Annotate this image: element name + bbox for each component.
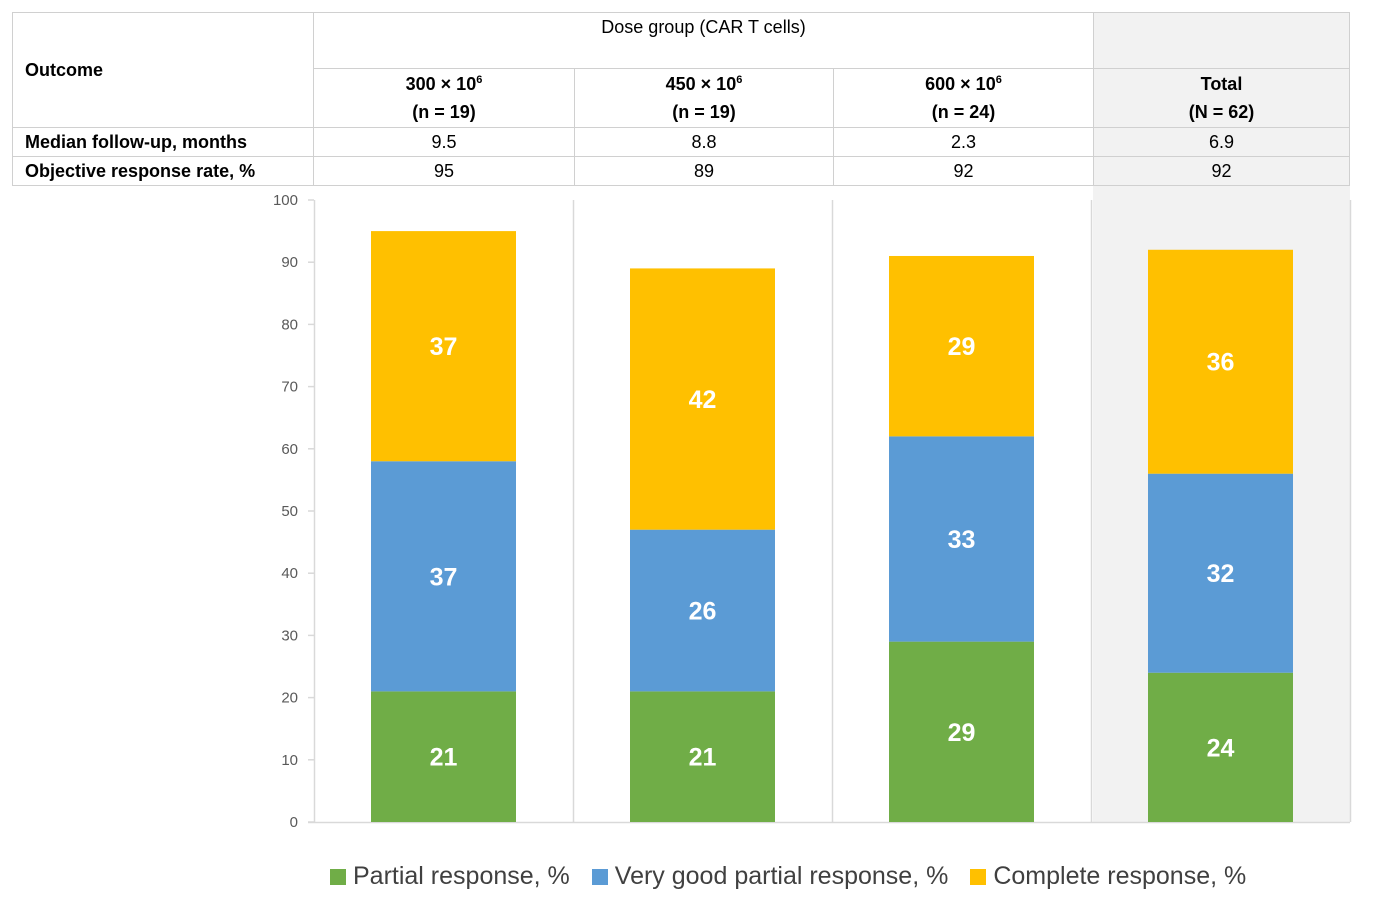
data-label: 26	[689, 598, 717, 626]
data-label: 42	[689, 386, 717, 414]
data-label: 29	[948, 719, 976, 747]
y-tick-label: 0	[290, 814, 298, 831]
table-cell: 92	[833, 156, 1094, 186]
dose-column-header: 450 × 106 (n = 19)	[574, 68, 834, 128]
bar-segment	[889, 641, 1034, 822]
legend-item: Very good partial response, %	[591, 862, 949, 891]
legend-swatch-complete	[970, 868, 987, 885]
table-cell: 9.5	[313, 127, 575, 157]
table-cell: 8.8	[574, 127, 834, 157]
table-cell: 95	[313, 156, 575, 186]
bar-segment	[371, 691, 516, 822]
y-tick-label: 20	[281, 690, 298, 707]
bar-segment	[889, 255, 1034, 437]
bar-segment	[1148, 672, 1293, 822]
data-label: 29	[948, 333, 976, 361]
outcome-header: Outcome	[12, 12, 314, 128]
y-tick-label: 40	[281, 565, 298, 582]
data-label: 36	[1207, 349, 1235, 377]
table-row: Median follow-up, months 9.5 8.8 2.3 6.9	[12, 127, 1350, 157]
bar-segment	[371, 461, 516, 692]
bar-segment	[1148, 473, 1293, 673]
data-label: 37	[430, 333, 458, 361]
y-tick-label: 10	[281, 752, 298, 769]
data-label: 37	[430, 563, 458, 591]
data-label: 21	[689, 744, 717, 772]
row-label: Objective response rate, %	[12, 156, 314, 186]
bar-segment	[630, 268, 775, 530]
table-cell: 89	[574, 156, 834, 186]
total-column-header: Total (N = 62)	[1093, 68, 1350, 128]
dose-group-header: Dose group (CAR T cells)	[313, 12, 1094, 69]
legend-item: Complete response, %	[970, 862, 1246, 891]
bar-segment	[630, 529, 775, 692]
legend-label: Very good partial response, %	[614, 862, 949, 890]
bar-segment	[630, 691, 775, 822]
legend-item: Partial response, %	[330, 862, 570, 891]
row-label: Median follow-up, months	[12, 127, 314, 157]
chart-legend: Partial response, % Very good partial re…	[330, 862, 1246, 891]
legend-swatch-partial	[330, 868, 346, 885]
table-cell: 6.9	[1093, 127, 1350, 157]
data-label: 32	[1207, 560, 1235, 588]
bar-segment	[371, 231, 516, 462]
table-cell: 2.3	[833, 127, 1094, 157]
legend-label: Complete response, %	[993, 862, 1247, 890]
y-tick-label: 80	[281, 316, 298, 333]
y-tick-label: 60	[281, 441, 298, 458]
table-row: Objective response rate, % 95 89 92 92	[12, 156, 1350, 186]
y-tick-label: 90	[281, 254, 298, 271]
data-label: 24	[1207, 734, 1235, 762]
legend-swatch-vgpr	[591, 868, 608, 885]
y-tick-label: 100	[273, 192, 298, 209]
data-label: 21	[430, 744, 458, 772]
total-header-blank	[1093, 12, 1350, 69]
y-tick-label: 30	[281, 627, 298, 644]
summary-table: Outcome Dose group (CAR T cells) 300 × 1…	[12, 12, 1350, 186]
y-tick-label: 70	[281, 379, 298, 396]
bar-segment	[1148, 249, 1293, 474]
table-cell: 92	[1093, 156, 1350, 186]
data-label: 33	[948, 526, 976, 554]
bar-segment	[889, 436, 1034, 642]
y-tick-label: 50	[281, 503, 298, 520]
legend-label: Partial response, %	[353, 862, 570, 890]
